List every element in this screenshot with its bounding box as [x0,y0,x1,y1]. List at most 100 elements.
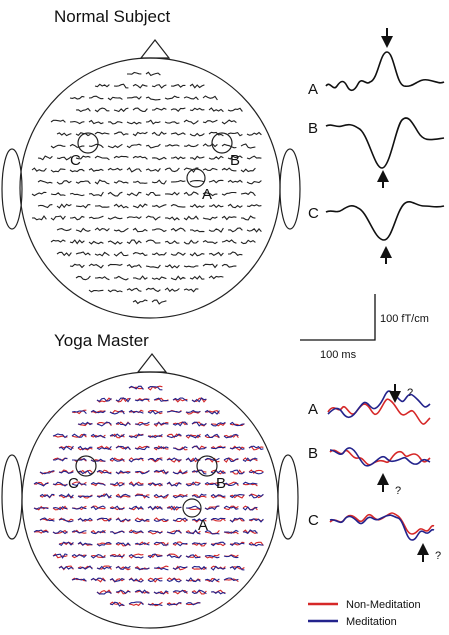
sensor-trace [114,108,128,111]
sensor-trace [133,181,147,183]
sensor-trace [222,120,236,124]
sensor-trace [190,276,204,279]
sensor-trace [190,181,204,182]
sensor-trace [230,567,244,570]
sensor-trace [89,144,103,147]
sensor-label: A [198,517,208,534]
sensor-trace [228,108,242,111]
sensor-trace [152,108,166,110]
sensor-trace [190,156,204,159]
sensor-trace [190,205,204,208]
sensor-trace [171,181,185,182]
sensor-trace [108,144,122,147]
sensor-trace [167,555,181,558]
sensor-trace [211,592,225,594]
sensor-trace [89,192,103,196]
sensor-trace [148,459,162,462]
sensor-trace [152,229,166,232]
waveform [326,118,444,168]
sensor-trace [241,192,255,196]
sensor-trace [70,240,84,243]
sensor-trace [51,169,65,172]
head-outline [20,58,280,318]
sensor-trace [146,168,160,171]
sensor-trace [95,108,109,112]
sensor-trace [114,252,128,256]
sensor-trace [127,265,141,268]
sensor-trace [165,145,179,147]
scale-bar [300,294,375,340]
sensor-trace [184,120,198,124]
trace-label: A [308,81,318,98]
trace-label: B [308,445,318,462]
sensor-trace [70,122,84,124]
sensor-trace [89,96,103,99]
sensor-trace [133,156,147,159]
sensor-trace [228,204,242,207]
sensor-trace [165,265,179,268]
sensor-trace [59,567,73,569]
sensor-trace [152,277,166,280]
sensor-trace [241,240,255,243]
sensor-trace [165,122,179,124]
sensor-trace [133,108,147,111]
sensor-trace [70,170,84,172]
sensor-trace [51,145,65,148]
sensor-trace [114,156,128,158]
sensor-trace [38,156,52,160]
sensor-trace [133,228,147,231]
sensor-trace [114,228,128,232]
sensor-trace [51,240,65,242]
page: Normal Subject A B C A B C 100 fT/cm 100… [0,0,449,635]
sensor-trace [146,97,160,100]
sensor-trace [228,133,242,136]
sensor-trace [222,193,236,196]
sensor-trace [203,120,217,123]
sensor-trace [114,84,128,88]
sensor-trace [146,72,160,75]
sensor-trace [165,96,179,99]
sensor-trace [190,134,204,136]
sensor-trace [209,205,223,208]
sensor-trace [57,204,71,208]
scale-time: 100 ms [320,349,357,361]
sensor-trace [247,156,261,159]
sensor-trace [133,276,147,279]
ear [2,455,22,539]
sensor-trace [171,108,185,111]
trace-label: B [308,120,318,137]
sensor-trace [165,288,179,291]
sensor-trace [127,217,141,219]
figure: Normal Subject A B C A B C 100 fT/cm 100… [0,0,449,635]
sensor-trace [171,85,185,88]
sensor-trace [249,471,263,473]
sensor-trace [89,216,103,218]
sensor-trace [247,205,261,207]
sensor-trace [127,288,141,291]
sensor-trace [184,240,198,243]
sensor-trace [247,181,261,184]
sensor-trace [247,133,261,136]
sensor-trace [76,109,90,112]
sensor-trace [76,228,90,231]
sensor-trace [190,84,204,87]
sensor-trace [152,252,166,255]
sensor-trace [190,108,204,110]
sensor-trace [108,168,122,170]
sensor-trace [184,192,198,195]
sensor-circle [212,133,232,153]
sensor-trace [203,169,217,171]
sensor-trace [70,216,84,219]
sensor-trace [228,180,242,182]
sensor-trace [171,157,185,159]
ear [278,455,298,539]
sensor-trace [89,242,103,244]
sensor-trace [171,253,185,256]
sensor-trace [152,85,166,88]
sensor-trace [184,289,198,292]
sensor-trace [171,205,185,208]
sensor-label: B [230,152,240,169]
nose [138,354,166,372]
sensor-trace [203,144,217,147]
sensor-trace [95,228,109,231]
